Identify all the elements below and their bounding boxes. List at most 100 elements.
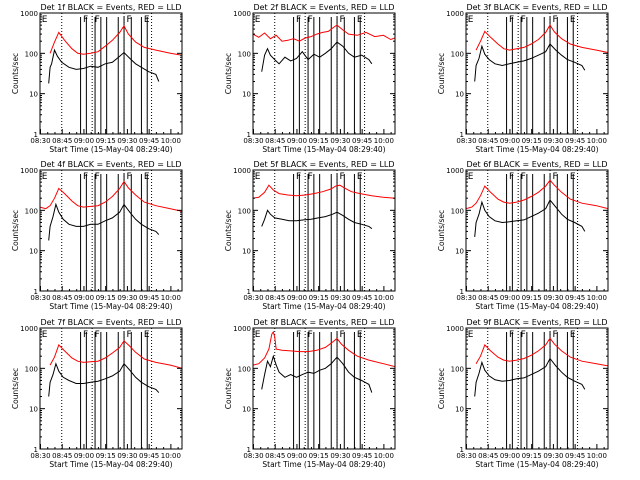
plot-frame xyxy=(252,327,396,450)
flag-label: E xyxy=(570,15,576,25)
lld-series-line xyxy=(253,24,395,42)
x-tick-label: 10:00 xyxy=(161,137,181,145)
x-tick-label: 09:00 xyxy=(500,137,520,145)
y-tick-label: 10 xyxy=(455,91,464,99)
x-tick-label: 10:00 xyxy=(374,452,394,460)
y-tick-label: 100 xyxy=(451,207,464,215)
x-tick-label: 10:00 xyxy=(587,294,607,302)
series-group xyxy=(466,179,608,237)
y-tick-label: 1000 xyxy=(446,167,464,175)
flag-label: F xyxy=(339,15,344,25)
flag-label: E xyxy=(144,330,150,340)
x-tick-label: 10:00 xyxy=(374,294,394,302)
lld-series-line xyxy=(40,180,182,212)
x-tick-label: 08:30 xyxy=(456,137,476,145)
y-tick-label: 100 xyxy=(451,50,464,58)
flag-label: F xyxy=(126,15,131,25)
flag-label: E xyxy=(255,330,261,340)
x-tick-label: 10:00 xyxy=(161,452,181,460)
x-tick-label: 09:15 xyxy=(96,137,116,145)
x-tick-label: 08:45 xyxy=(52,137,72,145)
x-tick-label: 09:30 xyxy=(330,452,350,460)
flag-label: F xyxy=(95,15,100,25)
flag-label: F xyxy=(126,330,131,340)
events-series-line xyxy=(474,43,586,82)
y-tick-label: 1 xyxy=(247,288,251,296)
x-tick-label: 09:15 xyxy=(522,294,542,302)
x-tick-label: 08:30 xyxy=(243,137,263,145)
x-tick-label: 09:15 xyxy=(96,452,116,460)
chart-title: Det 1f BLACK = Events, RED = LLD xyxy=(40,3,181,12)
flag-label: F xyxy=(552,15,557,25)
x-tick-label: 09:00 xyxy=(287,294,307,302)
plot-frame xyxy=(465,12,609,135)
series-group xyxy=(48,24,182,84)
series-group xyxy=(474,337,608,397)
y-axis-label: Counts/sec xyxy=(437,210,446,251)
y-tick-label: 10 xyxy=(29,406,38,414)
x-axis-label: Start Time (15-May-04 08:29:40) xyxy=(262,145,385,154)
x-tick-label: 08:45 xyxy=(478,294,498,302)
y-axis-label: Counts/sec xyxy=(224,210,233,251)
x-tick-label: 09:15 xyxy=(522,452,542,460)
x-tick-label: 09:15 xyxy=(96,294,116,302)
y-tick-label: 1000 xyxy=(233,167,251,175)
flag-label: E xyxy=(570,172,576,182)
x-tick-label: 08:45 xyxy=(478,452,498,460)
y-tick-label: 10 xyxy=(29,91,38,99)
plot-frame xyxy=(252,169,396,292)
flag-label: F xyxy=(83,330,88,340)
flag-label: F xyxy=(509,330,514,340)
chart-title: Det 6f BLACK = Events, RED = LLD xyxy=(466,160,607,169)
events-series-line xyxy=(261,209,373,230)
y-tick-label: 1 xyxy=(460,446,464,454)
x-tick-label: 09:00 xyxy=(500,452,520,460)
plot-frame xyxy=(39,327,183,450)
x-tick-label: 09:00 xyxy=(287,452,307,460)
x-tick-label: 08:45 xyxy=(478,137,498,145)
flag-label: E xyxy=(144,172,150,182)
x-axis-label: Start Time (15-May-04 08:29:40) xyxy=(262,460,385,469)
flag-label: E xyxy=(468,15,474,25)
y-tick-label: 100 xyxy=(238,365,251,373)
x-tick-label: 09:00 xyxy=(287,137,307,145)
plot-frame xyxy=(465,169,609,292)
y-tick-label: 1 xyxy=(34,288,38,296)
plot-frame xyxy=(39,12,183,135)
x-tick-label: 08:30 xyxy=(456,294,476,302)
x-tick-label: 08:45 xyxy=(265,137,285,145)
events-series-line xyxy=(474,199,586,237)
flag-label: E xyxy=(468,330,474,340)
x-tick-label: 09:45 xyxy=(352,294,372,302)
x-tick-label: 09:00 xyxy=(500,294,520,302)
y-tick-label: 100 xyxy=(238,207,251,215)
x-tick-label: 09:00 xyxy=(74,452,94,460)
flag-label: E xyxy=(468,172,474,182)
x-axis-label: Start Time (15-May-04 08:29:40) xyxy=(49,302,172,311)
events-series-line xyxy=(474,357,586,397)
events-series-line xyxy=(48,362,160,397)
series-group xyxy=(48,340,182,397)
flag-label: E xyxy=(42,330,48,340)
y-tick-label: 1 xyxy=(460,131,464,139)
x-tick-label: 09:00 xyxy=(74,294,94,302)
flag-label: F xyxy=(308,172,313,182)
x-tick-label: 09:45 xyxy=(139,452,159,460)
flag-label: F xyxy=(296,330,301,340)
x-tick-label: 09:30 xyxy=(117,452,137,460)
y-tick-label: 1000 xyxy=(446,325,464,333)
flag-label: F xyxy=(308,15,313,25)
flag-label: F xyxy=(95,330,100,340)
series-group xyxy=(40,180,182,241)
flag-label: F xyxy=(521,330,526,340)
x-tick-label: 09:30 xyxy=(543,452,563,460)
x-tick-label: 09:15 xyxy=(309,294,329,302)
plot-frame xyxy=(39,169,183,292)
x-tick-label: 09:15 xyxy=(522,137,542,145)
